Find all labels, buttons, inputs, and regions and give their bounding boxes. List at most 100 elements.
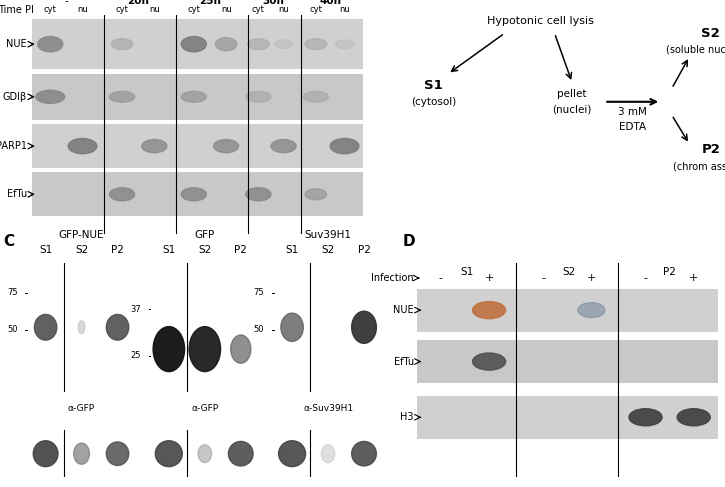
Text: S1: S1 — [286, 245, 299, 255]
Text: GDIβ: GDIβ — [3, 92, 27, 102]
Bar — [417, 289, 718, 332]
Ellipse shape — [33, 441, 58, 467]
Text: 40h: 40h — [319, 0, 341, 6]
Ellipse shape — [142, 139, 167, 153]
Ellipse shape — [109, 92, 135, 102]
Text: +: + — [587, 273, 596, 283]
Ellipse shape — [281, 313, 303, 341]
Text: P2: P2 — [357, 245, 370, 255]
Ellipse shape — [278, 441, 306, 467]
Ellipse shape — [246, 92, 271, 102]
Ellipse shape — [352, 311, 376, 343]
Ellipse shape — [189, 327, 220, 372]
Text: -: - — [439, 273, 443, 283]
Ellipse shape — [677, 409, 710, 426]
Text: NUE: NUE — [393, 305, 414, 315]
Text: S2: S2 — [562, 266, 576, 277]
Text: GFP: GFP — [195, 230, 215, 240]
Text: 75: 75 — [7, 288, 17, 297]
Text: P2: P2 — [663, 266, 676, 277]
Ellipse shape — [78, 321, 85, 334]
Text: nu: nu — [77, 4, 88, 14]
Text: S1: S1 — [162, 245, 175, 255]
Text: Suv39H1: Suv39H1 — [304, 230, 352, 240]
Text: NUE: NUE — [7, 39, 27, 49]
Text: 3 mM: 3 mM — [618, 107, 647, 117]
Ellipse shape — [112, 38, 133, 50]
Text: cyt: cyt — [44, 4, 57, 14]
Text: (soluble nuclear): (soluble nuclear) — [666, 44, 725, 54]
Text: 30h: 30h — [262, 0, 283, 6]
Text: nu: nu — [220, 4, 231, 14]
Ellipse shape — [198, 445, 212, 463]
Ellipse shape — [248, 38, 269, 50]
Text: Hypotonic cell lysis: Hypotonic cell lysis — [486, 17, 594, 26]
Text: α-GFP: α-GFP — [68, 404, 95, 413]
Ellipse shape — [68, 138, 97, 154]
Bar — [33, 124, 362, 168]
Text: +: + — [689, 273, 698, 283]
Text: Infection: Infection — [371, 273, 414, 283]
Ellipse shape — [305, 38, 326, 50]
Bar — [33, 19, 362, 69]
Text: S2: S2 — [321, 245, 335, 255]
Text: S1: S1 — [424, 79, 443, 92]
Text: 20h: 20h — [128, 0, 149, 6]
Text: P2: P2 — [111, 245, 124, 255]
Text: nu: nu — [149, 4, 160, 14]
Bar — [417, 396, 718, 439]
Ellipse shape — [473, 301, 505, 318]
Ellipse shape — [228, 441, 253, 466]
Bar — [33, 74, 362, 120]
Ellipse shape — [215, 37, 237, 51]
Text: -: - — [644, 273, 647, 283]
Text: C: C — [4, 234, 14, 248]
Text: EDTA: EDTA — [619, 122, 646, 131]
Ellipse shape — [109, 187, 135, 201]
Ellipse shape — [34, 315, 57, 340]
Ellipse shape — [305, 189, 326, 200]
Ellipse shape — [38, 37, 63, 52]
Bar — [417, 340, 718, 383]
Text: GFP-NUE: GFP-NUE — [59, 230, 104, 240]
Ellipse shape — [321, 445, 335, 463]
Text: cyt: cyt — [252, 4, 265, 14]
Text: 37: 37 — [130, 305, 141, 314]
Ellipse shape — [578, 302, 605, 318]
Text: α-GFP: α-GFP — [191, 404, 218, 413]
Text: P2: P2 — [234, 245, 247, 255]
Ellipse shape — [303, 92, 328, 102]
Text: nu: nu — [339, 4, 350, 14]
Ellipse shape — [181, 187, 207, 201]
Ellipse shape — [330, 138, 359, 154]
Text: 25: 25 — [130, 351, 141, 360]
Text: pellet: pellet — [558, 90, 587, 99]
Ellipse shape — [107, 442, 129, 466]
Text: PARP1: PARP1 — [0, 141, 27, 151]
Text: S1: S1 — [460, 266, 473, 277]
Text: cyt: cyt — [115, 4, 128, 14]
Ellipse shape — [181, 92, 207, 102]
Text: +: + — [484, 273, 494, 283]
Ellipse shape — [271, 139, 296, 153]
Ellipse shape — [352, 441, 376, 466]
Text: EfTu: EfTu — [394, 356, 414, 367]
Text: H3: H3 — [400, 412, 414, 422]
Text: α-Suv39H1: α-Suv39H1 — [303, 404, 353, 413]
Text: Time PI: Time PI — [0, 5, 34, 15]
Ellipse shape — [74, 443, 89, 464]
Ellipse shape — [36, 90, 65, 103]
Text: cyt: cyt — [310, 4, 323, 14]
Text: cyt: cyt — [187, 4, 200, 14]
Text: P2: P2 — [701, 144, 720, 156]
Ellipse shape — [155, 441, 182, 467]
Text: -: - — [542, 273, 545, 283]
Text: S2: S2 — [75, 245, 88, 255]
Text: nu: nu — [278, 4, 289, 14]
Text: (cytosol): (cytosol) — [411, 97, 456, 107]
Ellipse shape — [181, 37, 207, 52]
Ellipse shape — [231, 335, 251, 363]
Text: 25h: 25h — [199, 0, 221, 6]
Ellipse shape — [153, 327, 185, 372]
Bar — [33, 172, 362, 216]
